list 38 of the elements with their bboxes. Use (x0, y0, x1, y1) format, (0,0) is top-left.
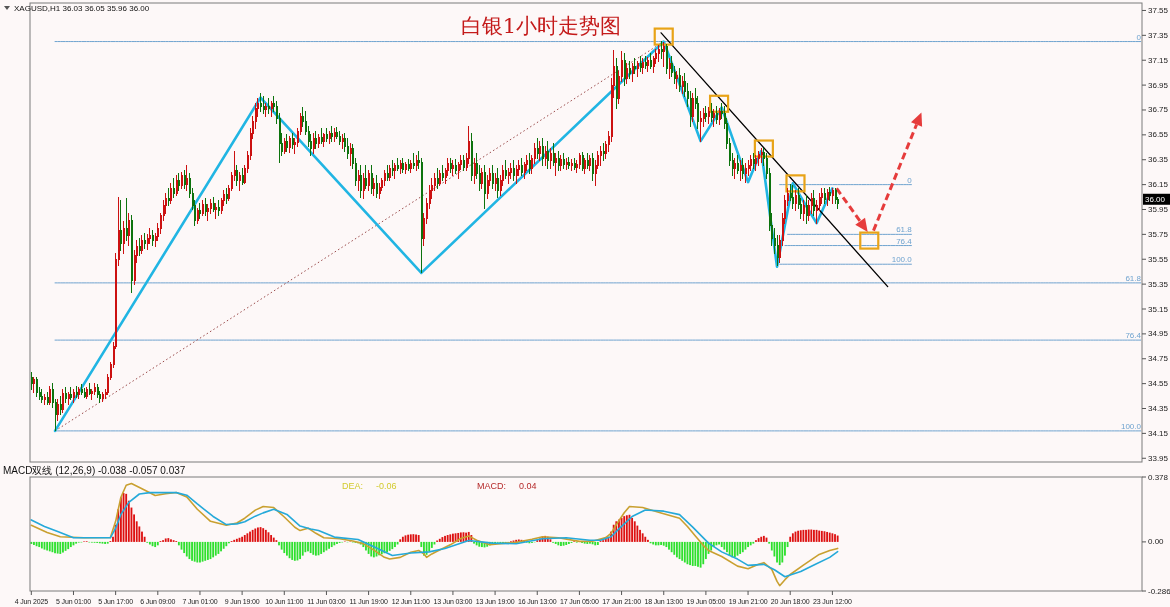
y-tick-label: 34.75 (1148, 354, 1169, 364)
y-tick-label: 34.95 (1148, 329, 1169, 339)
y-tick-label: 35.95 (1148, 204, 1169, 214)
series-label: 100.0 (1120, 421, 1142, 431)
y-tick-label: 36.95 (1148, 80, 1169, 90)
y-tick-label: 36.75 (1148, 105, 1169, 115)
chart-title: MACD双线 (12,26,9) -0.038 -0.057 0.037 (3, 465, 186, 476)
series-label: 61.8 (896, 225, 913, 235)
y-tick-label: 34.15 (1148, 428, 1169, 438)
y-tick-label: 34.35 (1148, 404, 1169, 414)
text: 白银1小时走势图 (460, 14, 622, 38)
y-tick-label: 35.75 (1148, 229, 1169, 239)
y-tick-label: 35.35 (1148, 279, 1169, 289)
series-label: 0 (907, 175, 913, 185)
y-tick-label: 35.15 (1148, 304, 1169, 314)
series-label: 76.4 (896, 236, 913, 246)
series-label: 0 (1136, 32, 1142, 42)
y-tick-label: 37.15 (1148, 55, 1169, 65)
series-label: 61.8 (1125, 273, 1142, 283)
annotation: -0.06 (376, 481, 397, 491)
y-tick-label: 34.55 (1148, 379, 1169, 389)
text: 36.00 (1145, 194, 1166, 204)
chart-subtitle: XAGUSD,H1 36.03 36.05 35.96 36.00 (14, 4, 150, 13)
y-tick-label: 35.55 (1148, 254, 1169, 264)
y-tick-label: -0.286 (1148, 586, 1170, 596)
series-label: 76.4 (1125, 331, 1142, 341)
y-tick-label: 36.55 (1148, 130, 1169, 140)
y-tick-label: 33.95 (1148, 453, 1169, 463)
annotation: MACD: (477, 481, 506, 491)
series-label: 100.0 (891, 255, 913, 265)
y-tick-label: 36.15 (1148, 180, 1169, 190)
annotation: 0.04 (519, 481, 537, 491)
y-tick-label: 0.378 (1148, 472, 1169, 482)
y-tick-label: 37.35 (1148, 30, 1169, 40)
y-tick-label: 0.00 (1148, 537, 1165, 547)
annotation: DEA: (342, 481, 364, 491)
y-tick-label: 37.55 (1148, 5, 1169, 15)
y-tick-label: 36.35 (1148, 155, 1169, 165)
